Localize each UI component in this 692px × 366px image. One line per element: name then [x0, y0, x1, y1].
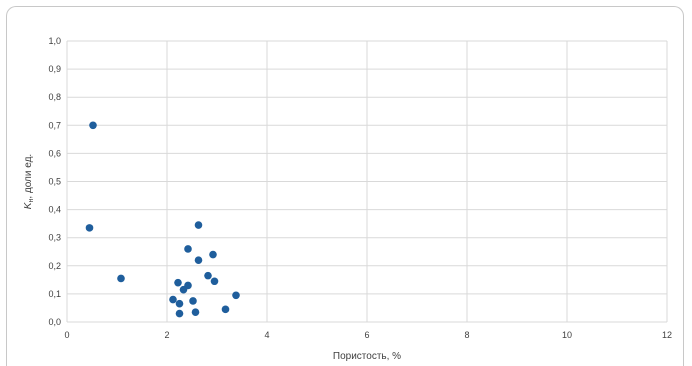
x-tick-label: 0 — [64, 330, 69, 340]
y-axis-label: Kн, доли ед. — [23, 154, 35, 209]
y-tick-label: 1,0 — [48, 36, 61, 46]
data-points — [85, 121, 240, 318]
x-axis-label: Пористость, % — [333, 351, 401, 362]
y-tick-label: 0,8 — [48, 92, 61, 102]
data-point — [221, 305, 230, 314]
grid-lines — [66, 40, 668, 323]
y-tick-label: 0,4 — [48, 205, 61, 215]
y-tick-label: 0,5 — [48, 177, 61, 187]
y-tick-label: 0,3 — [48, 233, 61, 243]
y-axis-label-rest: , доли ед. — [23, 154, 34, 199]
data-point — [89, 121, 97, 130]
data-point — [169, 295, 177, 304]
x-tick-label: 4 — [264, 330, 269, 340]
data-point — [117, 274, 125, 283]
data-point — [184, 281, 192, 290]
y-tick-label: 0,6 — [48, 148, 61, 158]
y-tick-label: 0,7 — [48, 120, 61, 130]
y-tick-label: 0,1 — [48, 289, 61, 299]
x-tick-label: 6 — [364, 330, 369, 340]
x-tick-label: 2 — [164, 330, 169, 340]
x-tick-label: 8 — [464, 330, 469, 340]
data-point — [232, 291, 240, 300]
data-point — [194, 256, 203, 264]
data-point — [175, 309, 184, 318]
data-point — [204, 271, 212, 280]
data-point — [175, 299, 184, 308]
data-point — [189, 297, 197, 305]
data-point — [174, 278, 182, 287]
data-point — [191, 308, 200, 316]
data-point — [210, 277, 219, 286]
y-tick-label: 0,0 — [48, 317, 61, 327]
x-tick-label: 12 — [662, 330, 672, 340]
data-point — [209, 250, 217, 259]
y-tick-label: 0,9 — [48, 64, 61, 74]
y-tick-label: 0,2 — [48, 261, 61, 271]
data-point — [194, 221, 203, 229]
data-point — [85, 224, 94, 232]
y-axis-label-subscript: н — [28, 199, 35, 203]
data-point — [184, 245, 192, 253]
x-tick-label: 10 — [562, 330, 572, 340]
y-axis-label-main: K — [23, 201, 34, 209]
tick-labels: 0,0 0,1 0,2 0,3 0,4 0,5 0,6 0,7 0,8 0,9 1,0 0 2 4 6 8 10… — [48, 36, 672, 340]
chart-frame — [6, 6, 684, 366]
